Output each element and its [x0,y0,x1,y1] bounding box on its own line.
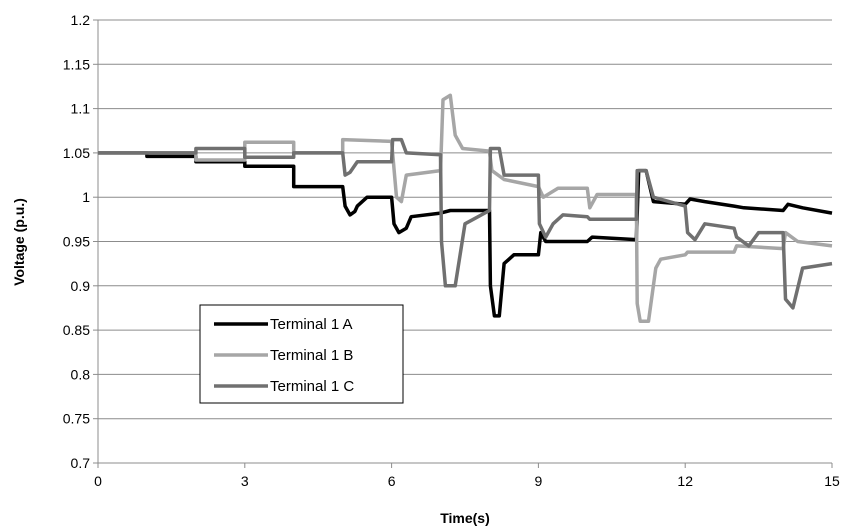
x-tick-label: 3 [241,473,249,489]
y-tick-label: 1.15 [63,56,90,72]
x-tick-label: 15 [824,473,840,489]
series-line-terminal-1-b [98,93,833,323]
x-tick-label: 9 [535,473,543,489]
x-tick-label: 6 [388,473,396,489]
legend-label: Terminal 1 B [270,347,353,364]
y-tick-label: 0.75 [63,411,90,427]
y-axis-title: Voltage (p.u.) [11,198,27,286]
y-tick-label: 1.05 [63,145,90,161]
y-tick-label: 1.2 [71,12,91,28]
axes [93,19,833,468]
legend-label: Terminal 1 C [270,378,354,395]
legend: Terminal 1 A Terminal 1 B Terminal 1 C [199,304,404,404]
series-lines [98,93,833,323]
y-tick-label: 1 [82,189,90,205]
y-tick-label: 0.9 [71,278,91,294]
x-tick-label: 12 [677,473,693,489]
series-line-terminal-1-c [98,137,833,310]
y-tick-label: 0.85 [63,322,90,338]
x-tick-label: 0 [94,473,102,489]
y-tick-label: 0.7 [71,455,91,471]
x-axis-tick-labels: 0 3 6 9 12 15 [94,473,840,489]
y-tick-label: 0.95 [63,234,90,250]
y-tick-label: 1.1 [71,101,91,117]
series-line-terminal-1-a [98,151,833,318]
x-axis-title: Time(s) [440,510,490,526]
legend-label: Terminal 1 A [270,316,353,333]
y-axis-tick-labels: 0.7 0.75 0.8 0.85 0.9 0.95 1 1.05 1.1 1.15 1.2 [63,12,90,471]
y-tick-label: 0.8 [71,366,91,382]
